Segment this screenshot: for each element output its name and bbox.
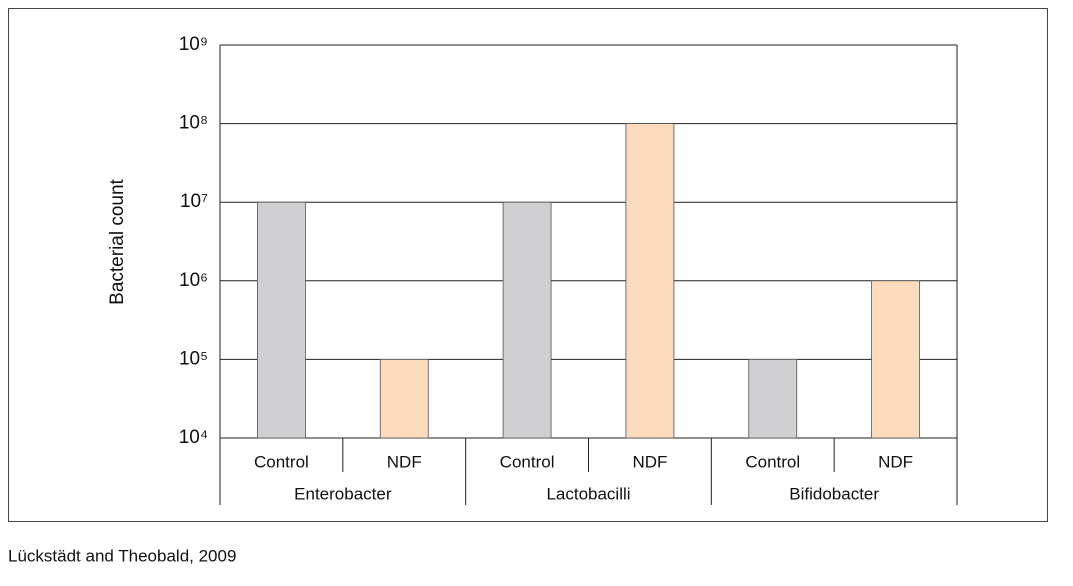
x-tick-label: NDF [878,452,913,471]
y-tick-label: 10⁵ [179,348,208,369]
y-tick-label: 10⁸ [179,113,208,134]
x-tick-label: NDF [632,452,667,471]
frame [8,8,1048,522]
bar [502,201,552,439]
y-tick-label: 10⁷ [180,191,208,212]
x-tick-label: Control [745,452,800,471]
x-tick-label: Control [254,452,309,471]
bar [257,201,306,439]
bar [379,358,429,439]
group-label: Bifidobacter [789,484,879,503]
y-tick-label: 10⁹ [179,34,208,55]
group-label: Lactobacilli [546,484,630,503]
x-tick-label: Control [500,452,555,471]
y-tick-label: 10⁶ [179,270,208,291]
bar [871,280,920,439]
source: Lückstädt and Theobald, 2009 [8,546,236,565]
bar [748,358,798,439]
x-tick-label: NDF [387,452,422,471]
y-tick-label: 10⁴ [179,427,208,448]
y-axis-label: Bacterial count [107,178,128,304]
group-label: Enterobacter [294,484,392,503]
bar [625,123,675,439]
